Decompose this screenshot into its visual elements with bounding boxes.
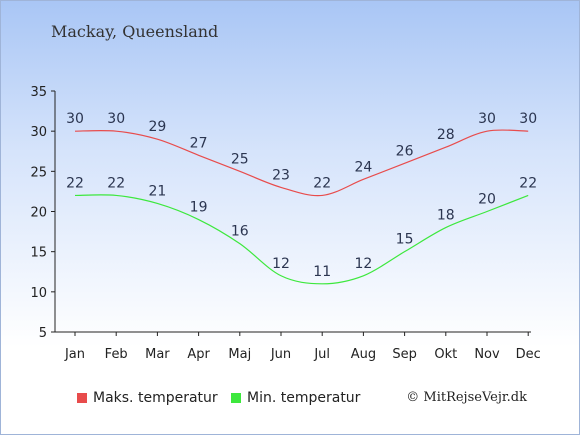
- max-temp-line: [74, 129, 529, 197]
- x-tick-label: Aug: [351, 347, 376, 362]
- y-tick-label: 5: [39, 326, 47, 341]
- x-tick-label: Sep: [392, 347, 417, 362]
- max-data-label: 30: [478, 111, 496, 127]
- max-data-label: 22: [313, 175, 331, 191]
- x-tick-label: Okt: [434, 347, 457, 362]
- min-data-label: 22: [66, 175, 84, 191]
- max-data-label: 30: [519, 111, 537, 127]
- x-tick-label: Nov: [474, 347, 500, 362]
- min-data-label: 22: [519, 175, 537, 191]
- legend-swatch-max: [77, 393, 87, 403]
- min-data-label: 12: [272, 256, 290, 272]
- max-data-label: 24: [354, 159, 372, 175]
- x-tick-label: Apr: [187, 347, 210, 362]
- min-data-label: 18: [437, 208, 455, 224]
- min-data-label: 16: [231, 224, 249, 240]
- x-tick-label: Feb: [105, 347, 128, 362]
- y-tick-label: 15: [30, 246, 47, 261]
- legend-item-max: Maks. temperatur: [77, 390, 218, 406]
- max-data-label: 29: [148, 119, 166, 135]
- legend-label-min: Min. temperatur: [247, 390, 361, 406]
- x-tick-label: Maj: [228, 347, 251, 362]
- max-data-label: 26: [396, 143, 414, 159]
- max-data-label: 30: [66, 111, 84, 127]
- credit-text: © MitRejseVejr.dk: [406, 390, 527, 405]
- max-data-label: 28: [437, 127, 455, 143]
- y-tick-label: 25: [30, 165, 47, 180]
- x-tick-label: Dec: [516, 347, 541, 362]
- legend-item-min: Min. temperatur: [231, 390, 360, 406]
- min-data-label: 11: [313, 264, 331, 280]
- min-data-label: 20: [478, 192, 496, 208]
- chart-title: Mackay, Queensland: [51, 22, 219, 41]
- min-data-label: 12: [354, 256, 372, 272]
- min-data-label: 21: [148, 183, 166, 199]
- x-tick-label: Jan: [64, 347, 85, 362]
- x-tick-label: Mar: [145, 347, 170, 362]
- max-data-label: 25: [231, 151, 249, 167]
- y-tick-label: 35: [30, 85, 47, 100]
- min-temp-line: [74, 194, 529, 285]
- x-tick-label: Jul: [313, 347, 330, 362]
- min-data-label: 15: [396, 232, 414, 248]
- legend-swatch-min: [231, 393, 241, 403]
- min-data-label: 19: [190, 200, 208, 216]
- x-tick-label: Jun: [270, 347, 291, 362]
- y-tick-label: 30: [30, 125, 47, 140]
- max-data-label: 30: [107, 111, 125, 127]
- y-tick-label: 10: [30, 286, 47, 301]
- legend-label-max: Maks. temperatur: [93, 390, 218, 406]
- max-data-label: 27: [190, 135, 208, 151]
- y-tick-label: 20: [30, 206, 47, 221]
- min-data-label: 22: [107, 175, 125, 191]
- max-data-label: 23: [272, 167, 290, 183]
